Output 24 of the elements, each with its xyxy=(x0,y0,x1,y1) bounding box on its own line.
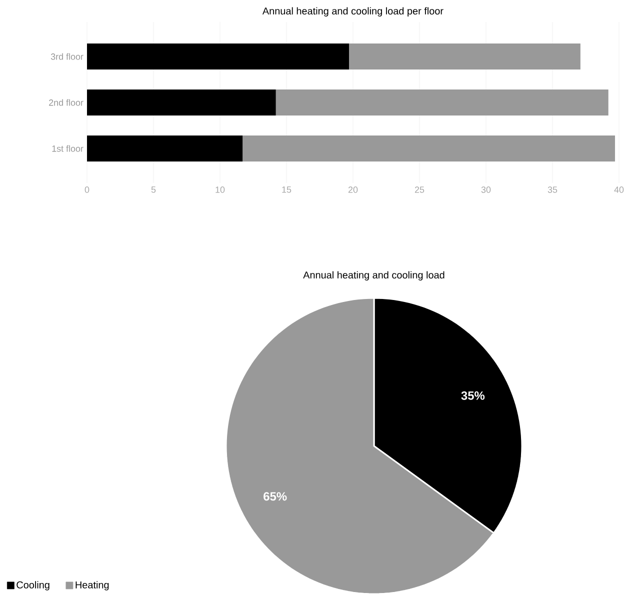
x-tick-label: 20 xyxy=(348,186,358,193)
bar xyxy=(242,135,616,162)
x-tick-label: 35 xyxy=(548,186,558,193)
x-tick-label: 15 xyxy=(282,186,292,193)
chart-title: Annual heating and cooling load per floor xyxy=(262,7,444,16)
y-tick-label: 1st floor xyxy=(52,145,84,152)
chart-title: Annual heating and cooling load xyxy=(303,271,444,280)
x-tick-label: 40 xyxy=(614,186,624,193)
x-tick-label: 10 xyxy=(216,186,225,193)
bar xyxy=(276,89,608,116)
x-tick-label: 30 xyxy=(481,186,491,193)
legend-label: Heating xyxy=(76,581,109,590)
bar xyxy=(87,135,243,162)
data-label: 65% xyxy=(264,492,287,501)
x-tick-label: 25 xyxy=(414,186,424,193)
bar xyxy=(87,89,276,116)
data-label: 35% xyxy=(461,391,485,400)
bar xyxy=(349,43,580,70)
bar xyxy=(87,43,350,70)
y-tick-label: 3rd floor xyxy=(50,53,84,60)
legend-label: Cooling xyxy=(16,581,50,590)
y-tick-label: 2nd floor xyxy=(49,99,84,106)
x-tick-label: 5 xyxy=(151,186,156,193)
x-tick-label: 0 xyxy=(84,186,90,193)
